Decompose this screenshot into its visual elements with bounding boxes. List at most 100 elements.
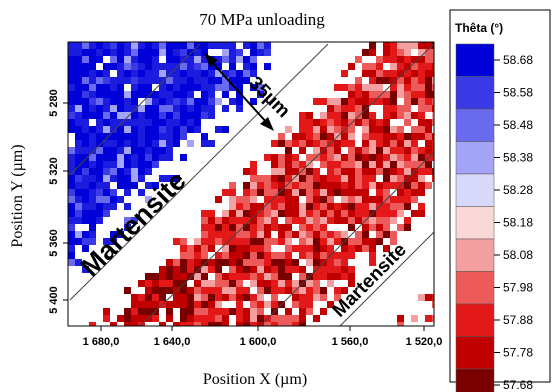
map-pixel — [334, 112, 341, 119]
map-pixel — [341, 112, 348, 119]
map-pixel — [327, 175, 334, 182]
map-pixel — [201, 217, 208, 224]
map-pixel — [397, 168, 404, 175]
map-pixel — [145, 133, 152, 140]
map-pixel — [299, 168, 306, 175]
map-pixel — [306, 119, 313, 126]
map-pixel — [404, 168, 411, 175]
map-pixel — [173, 294, 180, 301]
y-tick-label: 5 360 — [48, 229, 60, 257]
map-pixel — [257, 266, 264, 273]
map-pixel — [243, 42, 250, 49]
map-pixel — [166, 63, 173, 70]
map-pixel — [236, 287, 243, 294]
map-pixel — [152, 147, 159, 154]
map-pixel — [278, 182, 285, 189]
map-pixel — [180, 98, 187, 105]
map-pixel — [103, 315, 110, 322]
map-pixel — [229, 56, 236, 63]
map-pixel — [376, 98, 383, 105]
map-pixel — [306, 231, 313, 238]
map-pixel — [194, 280, 201, 287]
map-pixel — [236, 84, 243, 91]
map-pixel — [138, 56, 145, 63]
map-pixel — [208, 63, 215, 70]
map-pixel — [306, 182, 313, 189]
map-pixel — [418, 175, 425, 182]
map-pixel — [187, 98, 194, 105]
map-pixel — [264, 196, 271, 203]
map-pixel — [369, 217, 376, 224]
map-pixel — [327, 196, 334, 203]
map-pixel — [89, 196, 96, 203]
map-pixel — [124, 56, 131, 63]
map-pixel — [201, 112, 208, 119]
map-pixel — [390, 133, 397, 140]
map-pixel — [250, 315, 257, 322]
map-pixel — [306, 203, 313, 210]
map-pixel — [369, 252, 376, 259]
map-pixel — [348, 91, 355, 98]
map-pixel — [250, 98, 257, 105]
map-pixel — [313, 119, 320, 126]
map-pixel — [383, 140, 390, 147]
map-pixel — [306, 161, 313, 168]
map-pixel — [201, 252, 208, 259]
map-pixel — [432, 315, 434, 322]
map-pixel — [425, 49, 432, 56]
map-pixel — [369, 238, 376, 245]
map-pixel — [411, 112, 418, 119]
map-pixel — [208, 259, 215, 266]
map-pixel — [285, 189, 292, 196]
map-pixel — [236, 238, 243, 245]
map-pixel — [222, 49, 229, 56]
map-pixel — [145, 63, 152, 70]
map-pixel — [138, 112, 145, 119]
map-pixel — [243, 294, 250, 301]
map-pixel — [82, 42, 89, 49]
map-pixel — [187, 42, 194, 49]
map-pixel — [236, 49, 243, 56]
map-pixel — [152, 280, 159, 287]
map-pixel — [362, 154, 369, 161]
map-pixel — [404, 189, 411, 196]
map-pixel — [96, 154, 103, 161]
map-pixel — [250, 252, 257, 259]
map-pixel — [138, 294, 145, 301]
map-pixel — [264, 280, 271, 287]
map-pixel — [432, 301, 434, 308]
map-pixel — [187, 91, 194, 98]
map-pixel — [166, 84, 173, 91]
map-pixel — [369, 161, 376, 168]
map-pixel — [306, 126, 313, 133]
map-pixel — [425, 63, 432, 70]
map-pixel — [362, 112, 369, 119]
map-pixel — [257, 294, 264, 301]
map-pixel — [138, 301, 145, 308]
map-pixel — [152, 70, 159, 77]
map-pixel — [131, 70, 138, 77]
map-pixel — [299, 252, 306, 259]
map-pixel — [348, 84, 355, 91]
map-pixel — [75, 259, 82, 266]
map-pixel — [82, 238, 89, 245]
map-pixel — [208, 98, 215, 105]
map-pixel — [117, 140, 124, 147]
map-pixel — [110, 133, 117, 140]
map-pixel — [75, 161, 82, 168]
map-pixel — [124, 119, 131, 126]
map-pixel — [229, 252, 236, 259]
map-pixel — [138, 77, 145, 84]
map-pixel — [362, 238, 369, 245]
map-pixel — [229, 287, 236, 294]
map-pixel — [257, 322, 264, 326]
colorbar-level-label: 57.68 — [503, 378, 533, 392]
map-pixel — [131, 126, 138, 133]
map-pixel — [75, 105, 82, 112]
map-pixel — [313, 273, 320, 280]
map-pixel — [299, 301, 306, 308]
map-pixel — [110, 119, 117, 126]
map-pixel — [82, 126, 89, 133]
map-pixel — [271, 266, 278, 273]
map-pixel — [96, 126, 103, 133]
